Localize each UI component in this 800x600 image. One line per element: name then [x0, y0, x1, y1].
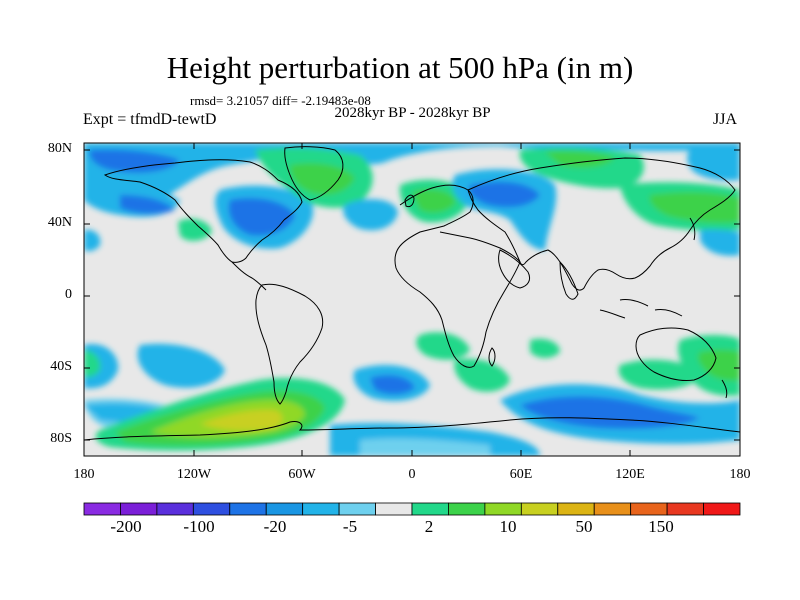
x-tick-label: 180: [73, 467, 95, 482]
colorbar-swatch: [630, 502, 668, 516]
y-tick-label: 40N: [47, 215, 72, 230]
colorbar-label: -200: [110, 517, 142, 536]
colorbar-swatch: [375, 502, 413, 516]
colorbar-swatch: [156, 502, 194, 516]
colorbar-label: -5: [342, 517, 358, 536]
map-title: Height perturbation at 500 hPa (in m): [166, 50, 634, 85]
y-tick-label: 80N: [47, 141, 72, 156]
x-tick-label: 0: [408, 467, 416, 482]
colorbar-label: 50: [575, 517, 593, 536]
height-field: [84, 143, 740, 456]
colorbar-swatch: [229, 502, 267, 516]
y-tick-label: 40S: [50, 359, 72, 374]
colorbar-swatch: [338, 502, 376, 516]
x-tick-label: 60W: [288, 467, 316, 482]
x-tick-label: 180: [729, 467, 751, 482]
experiment-label: Expt = tfmdD-tewtD: [83, 111, 217, 128]
stats-label: rmsd= 3.21057 diff= -2.19483e-08: [190, 93, 371, 108]
colorbar-swatch: [83, 502, 121, 516]
x-tick-label: 120E: [615, 467, 645, 482]
colorbar-label: 150: [648, 517, 674, 536]
colorbar-swatch: [411, 502, 449, 516]
colorbar-swatch: [557, 502, 595, 516]
season-label: JJA: [713, 111, 738, 128]
coastlines: [84, 146, 740, 441]
colorbar-swatch: [593, 502, 632, 516]
x-tick-label: 60E: [509, 467, 533, 482]
colorbar-swatch: [192, 502, 231, 516]
colorbar-swatch: [265, 502, 304, 516]
colorbar-label: -100: [183, 517, 215, 536]
colorbar-swatch: [484, 502, 522, 516]
x-tick-label: 120W: [176, 467, 212, 482]
axis-ticks: [84, 143, 740, 456]
colorbar-swatch: [703, 502, 741, 516]
colorbar-swatch: [666, 502, 704, 516]
y-tick-label: 0: [65, 287, 72, 302]
colorbar-label: -20: [263, 517, 287, 536]
colorbar-label: 2: [424, 517, 434, 536]
colorbar-label: 10: [499, 517, 517, 536]
colorbar-swatch: [448, 502, 486, 516]
colorbar: [83, 502, 741, 516]
y-tick-label: 80S: [50, 431, 72, 446]
colorbar-swatch: [120, 502, 158, 516]
colorbar-swatch: [520, 502, 559, 516]
period-label: 2028kyr BP - 2028kyr BP: [334, 105, 491, 121]
colorbar-swatch: [302, 502, 340, 516]
